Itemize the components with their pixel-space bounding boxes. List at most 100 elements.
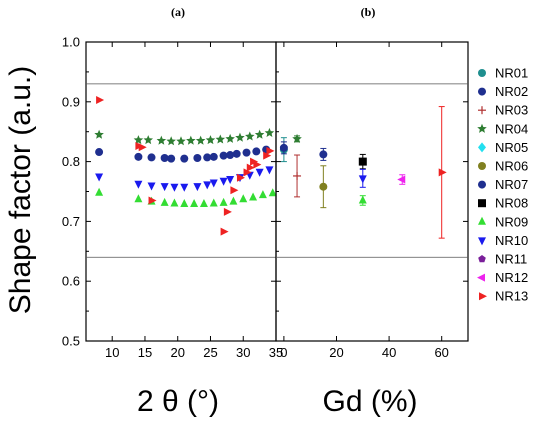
- legend-item-nr04-marker: [477, 123, 487, 133]
- plot-layer: 0.5 0.6 0.7 0.8 0.9 1.0 10 15 20 25 30 350 20 40 60: [62, 35, 469, 360]
- panel-b-series-nr13: [438, 106, 447, 239]
- panel-a-series-nr09-point-5: [180, 199, 189, 208]
- panel-a-series-nr02-point-12: [242, 148, 251, 157]
- legend-item-nr02-marker: [478, 87, 486, 96]
- legend-item-nr13-marker: [479, 292, 487, 301]
- legend-item-nr01: NR01: [478, 66, 528, 81]
- panel-a-series-nr02-point-4: [167, 154, 176, 163]
- panel-b-label: (b): [361, 5, 376, 19]
- panel-a-series-nr10-point-14: [265, 166, 274, 175]
- panel-a-series-nr09-point-7: [199, 199, 208, 208]
- panel-a-series-nr13-point-7: [236, 173, 245, 182]
- panel-a-series-nr13-point-6: [230, 186, 239, 195]
- legend-item-nr09-marker: [478, 216, 486, 225]
- legend-item-nr07-label: NR07: [495, 177, 528, 192]
- panel-a-series-nr04-point-0: [94, 129, 104, 139]
- panel-b-series-nr08-point-0: [358, 157, 367, 166]
- panel-a-series-nr04-point-3: [156, 135, 167, 145]
- panel-a-series-nr13-point-3: [148, 196, 157, 205]
- panel-a-series-nr10-point-2: [147, 182, 156, 191]
- legend-item-nr05-label: NR05: [495, 140, 528, 155]
- legend-item-nr10-marker: [478, 237, 486, 246]
- panel-a-series-nr09-point-9: [219, 197, 228, 206]
- legend-item-nr08-label: NR08: [495, 196, 528, 211]
- panel-b-frame: [275, 41, 469, 342]
- panel-a-series-nr02-point-13: [252, 147, 261, 156]
- panel-b-series-nr12: [397, 174, 406, 185]
- panel-a-series-nr02-point-5: [180, 154, 189, 163]
- legend-item-nr05-marker: [478, 142, 486, 153]
- panel-a-x-tick-label-3: 20: [170, 345, 184, 360]
- legend-item-nr11-marker: [478, 255, 486, 263]
- panel-b-x-axis-title: Gd (%): [322, 385, 417, 418]
- panel-a-series-nr02-point-7: [203, 153, 212, 162]
- panel-a-series-nr13-point-11: [253, 160, 262, 169]
- panel-a-series-nr04-point-5: [176, 136, 186, 146]
- panel-b-series-nr10-point-0: [358, 175, 367, 184]
- legend-item-nr08: NR08: [478, 196, 528, 211]
- panel-b-series-nr06-point-0: [319, 182, 328, 191]
- panel-b-series-nr03-point-0: [293, 171, 302, 180]
- legend-item-nr06-marker: [478, 162, 486, 170]
- panel-b-series-nr07: [319, 147, 328, 161]
- panel-b-series-nr07-point-0: [319, 150, 328, 159]
- panel-b-series-nr03: [293, 154, 302, 198]
- legend-item-nr12-marker: [477, 273, 485, 282]
- panel-a-series-nr02-point-2: [147, 153, 156, 162]
- panel-a-series-nr04-point-12: [245, 131, 255, 141]
- panel-a-series-nr04: [94, 127, 275, 146]
- panel-b-series-nr09-point-0: [358, 195, 367, 204]
- y-tick-label-5: 1.0: [62, 35, 80, 50]
- panel-b-series-nr02: [279, 141, 288, 155]
- panel-b-series-nr02-point-0: [279, 143, 288, 152]
- panel-a-label: (a): [171, 5, 185, 19]
- panel-b-series-nr04: [292, 133, 302, 143]
- panel-a-series-nr13-point-0: [96, 96, 105, 105]
- panel-a-series-nr10-point-6: [193, 183, 202, 192]
- panel-a-series-nr13: [96, 96, 275, 236]
- panel-a-series-nr04-point-10: [225, 133, 235, 143]
- panel-a-series-nr04-point-8: [205, 135, 216, 145]
- legend-item-nr09: NR09: [478, 214, 528, 229]
- panel-a-series-nr09-point-0: [95, 187, 104, 196]
- panel-a-x-axis-title: 2 θ (°): [137, 385, 219, 418]
- panel-a-series-nr09-point-8: [209, 198, 218, 207]
- y-tick-label-3: 0.8: [62, 154, 80, 169]
- panel-a-series-nr10-point-10: [226, 175, 235, 184]
- panel-b-x-tick-label-1: 20: [329, 345, 343, 360]
- legend-item-nr01-label: NR01: [495, 66, 528, 81]
- legend-item-nr03-marker: [478, 106, 486, 115]
- panel-a-x-tick-label-1: 10: [105, 345, 119, 360]
- panel-a-series-nr04-point-2: [143, 135, 153, 145]
- panel-a-series-nr04-point-1: [133, 135, 144, 145]
- panel-a-frame: [85, 41, 277, 342]
- panel-a-series-nr09-point-13: [258, 190, 267, 199]
- panel-a-series-nr04-point-11: [235, 132, 245, 142]
- legend-item-nr10: NR10: [478, 233, 528, 248]
- panel-a-x-tick-label-6: 35: [269, 345, 283, 360]
- legend-item-nr02: NR02: [478, 84, 528, 99]
- panel-a-series-nr09-point-1: [134, 194, 143, 203]
- panel-a-series-nr10-point-13: [255, 168, 264, 177]
- legend-item-nr03: NR03: [478, 103, 528, 118]
- legend-item-nr13-label: NR13: [495, 289, 528, 304]
- panel-b-series-nr10: [358, 168, 367, 188]
- y-axis-title: Shape factor (a.u.): [4, 66, 37, 314]
- panel-a-series-nr02: [95, 145, 271, 163]
- panel-b-series-nr09: [358, 195, 367, 206]
- panel-a-series-nr10-point-3: [160, 183, 169, 192]
- panel-b-series-nr13-point-0: [438, 168, 447, 177]
- legend-item-nr11: NR11: [478, 252, 527, 267]
- panel-a-series-nr09-point-14: [268, 188, 277, 197]
- legend-item-nr04-label: NR04: [495, 121, 528, 136]
- panel-a-series-nr02-point-6: [193, 154, 202, 163]
- panel-b-series-nr12-point-0: [397, 175, 406, 184]
- panel-a-series-nr09-point-3: [160, 197, 169, 206]
- panel-b-series-nr06: [319, 165, 328, 209]
- legend-item-nr03-label: NR03: [495, 103, 528, 118]
- panel-b-x-tick-label-2: 40: [382, 345, 396, 360]
- panel-a-series-nr10-point-1: [134, 180, 143, 189]
- legend-item-nr12: NR12: [477, 270, 528, 285]
- panel-a-series-nr10: [95, 166, 274, 192]
